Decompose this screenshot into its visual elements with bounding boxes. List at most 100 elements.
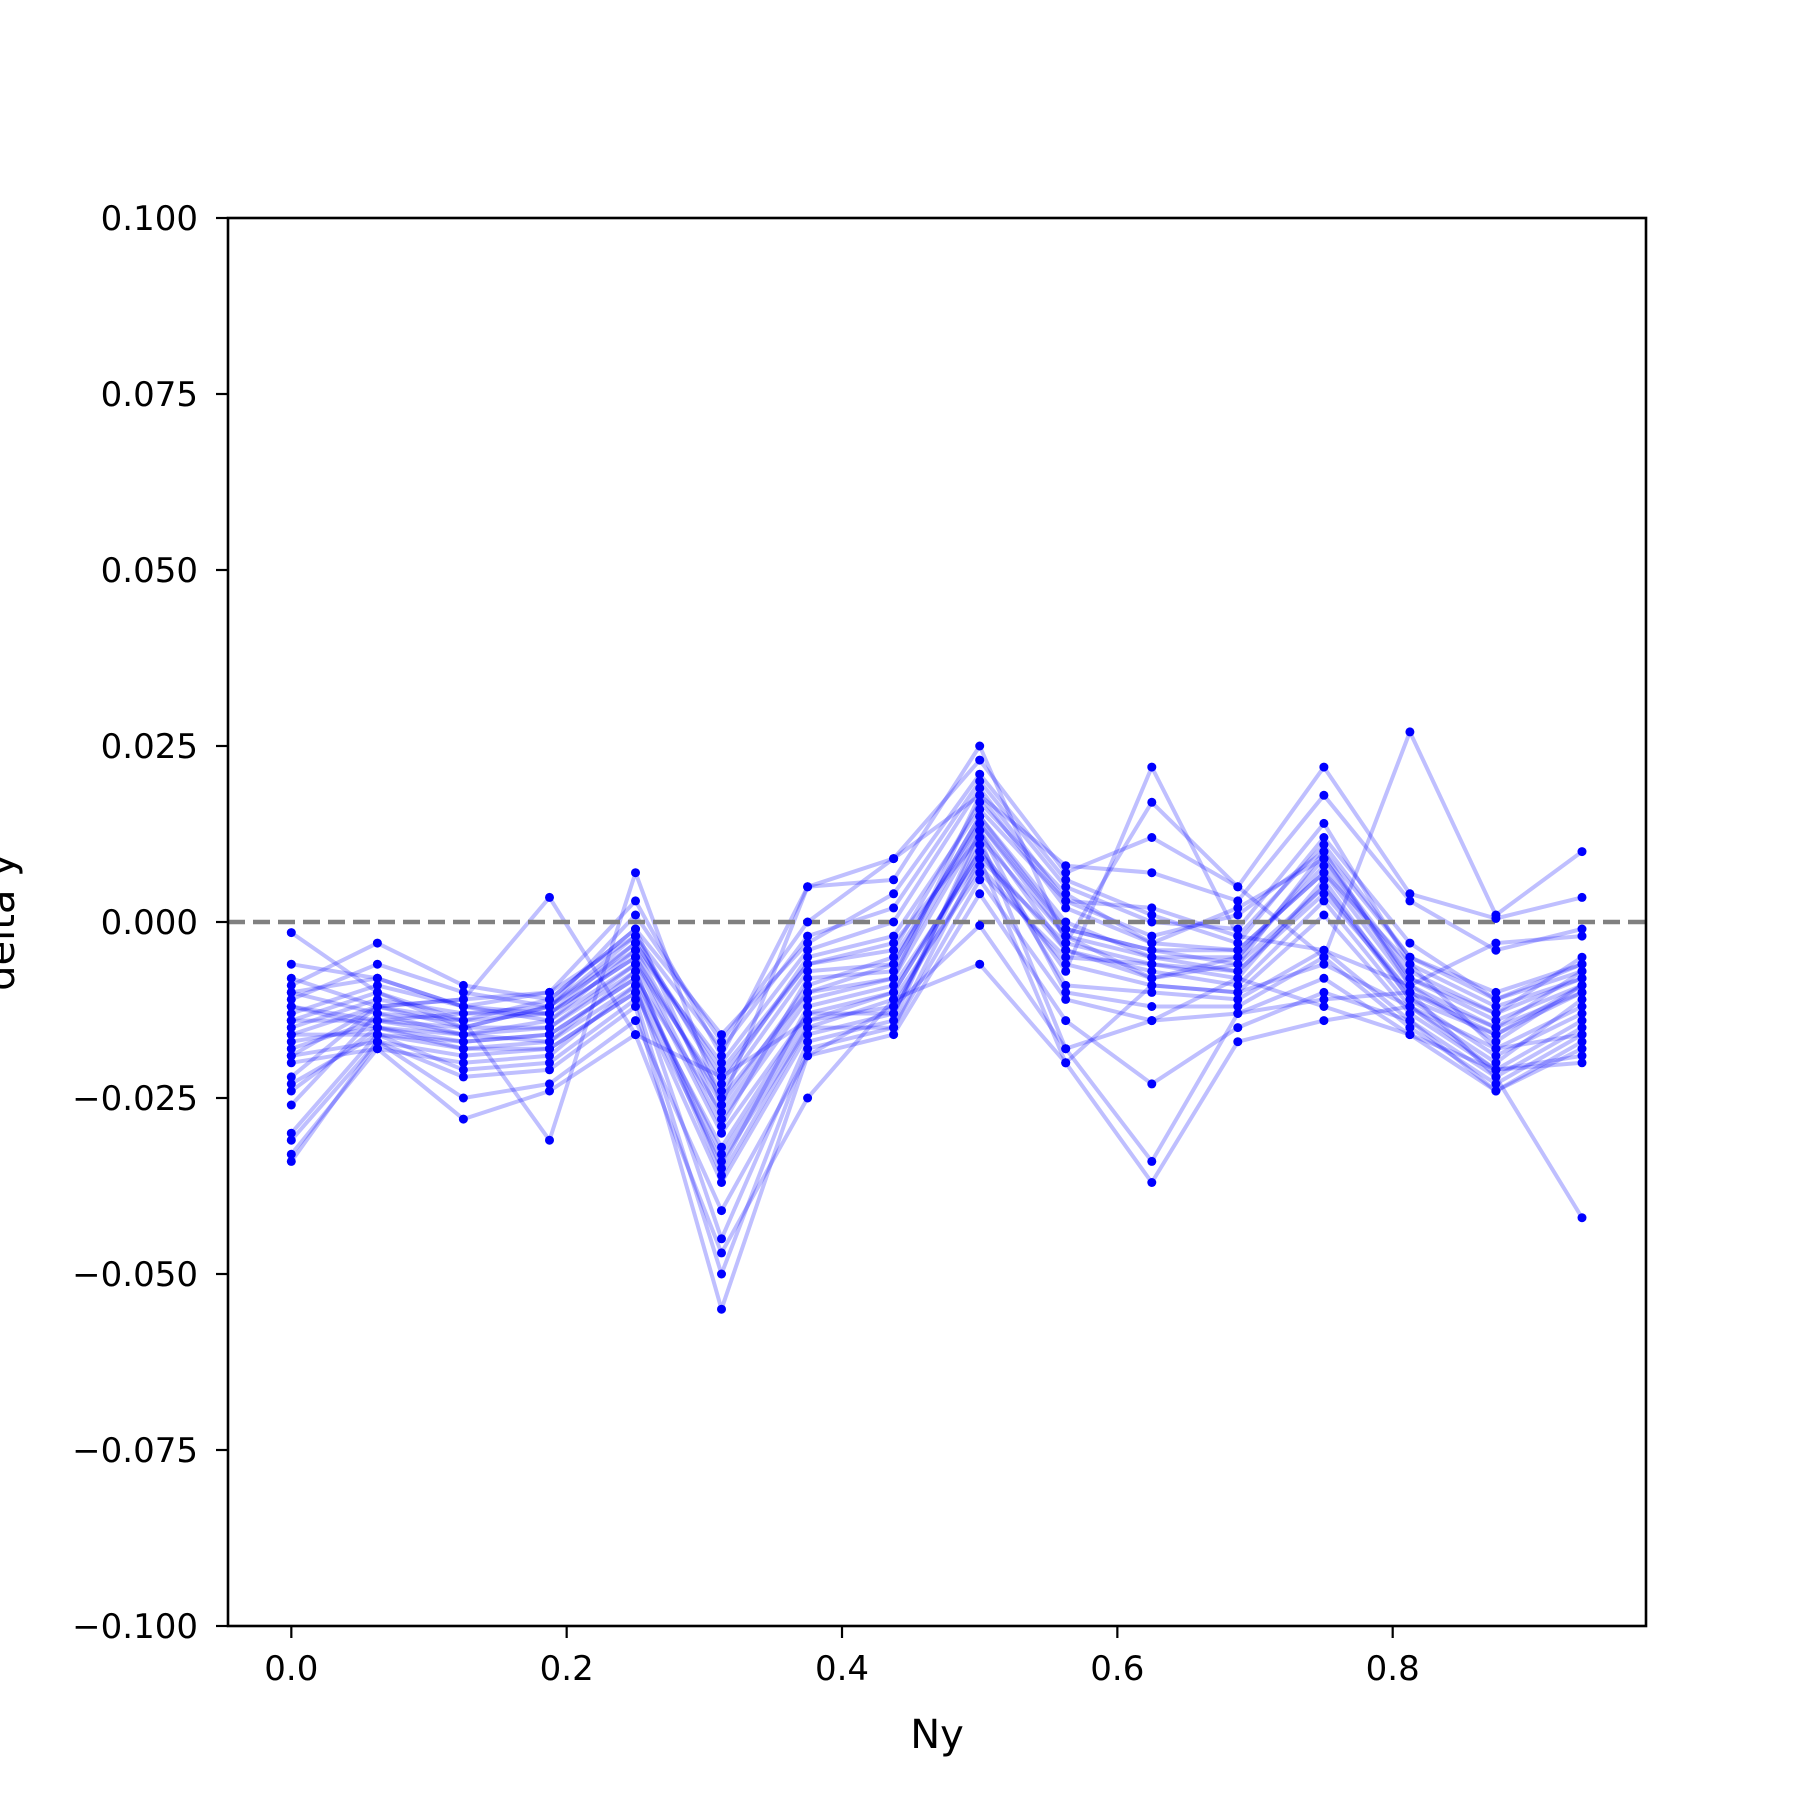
data-point bbox=[975, 826, 985, 835]
data-point bbox=[1319, 818, 1329, 828]
data-point bbox=[1577, 966, 1587, 976]
data-point bbox=[631, 987, 640, 997]
data-point bbox=[631, 945, 640, 955]
data-point bbox=[975, 889, 985, 899]
data-point bbox=[1061, 966, 1071, 976]
data-point bbox=[1405, 987, 1415, 997]
data-point bbox=[1319, 987, 1329, 997]
data-point bbox=[458, 1093, 468, 1103]
data-point bbox=[975, 875, 985, 885]
data-point bbox=[803, 1002, 813, 1011]
data-point bbox=[286, 959, 296, 969]
data-point bbox=[889, 959, 899, 969]
data-point bbox=[1061, 917, 1071, 927]
data-point bbox=[975, 854, 985, 864]
data-point bbox=[545, 1051, 554, 1061]
data-point bbox=[1491, 987, 1501, 997]
data-point bbox=[545, 1009, 554, 1018]
data-point bbox=[717, 1178, 726, 1187]
y-tick-label: 0.000 bbox=[101, 903, 198, 943]
data-point bbox=[717, 1093, 726, 1103]
data-point bbox=[1147, 959, 1157, 969]
data-point bbox=[1319, 833, 1329, 842]
data-point bbox=[803, 1016, 813, 1026]
data-point bbox=[286, 1156, 296, 1166]
data-point bbox=[458, 980, 468, 990]
data-point bbox=[1319, 994, 1329, 1004]
data-point bbox=[1061, 994, 1071, 1004]
data-point bbox=[803, 1037, 813, 1047]
data-point bbox=[889, 973, 899, 983]
series-line-25 bbox=[290, 758, 1583, 1058]
data-point bbox=[631, 938, 640, 948]
data-point bbox=[1577, 1213, 1587, 1223]
data-point bbox=[803, 917, 813, 927]
data-point bbox=[372, 1002, 382, 1011]
data-point bbox=[1147, 917, 1157, 927]
data-point bbox=[889, 854, 899, 864]
data-point bbox=[286, 987, 296, 997]
data-point bbox=[631, 1002, 640, 1011]
series-line-3 bbox=[290, 793, 1583, 1122]
data-point bbox=[889, 931, 899, 941]
data-point bbox=[1577, 892, 1587, 902]
data-point bbox=[889, 1030, 899, 1040]
data-point bbox=[286, 1051, 296, 1061]
data-point bbox=[1577, 1044, 1587, 1054]
data-point bbox=[372, 1030, 382, 1040]
data-point bbox=[545, 1058, 554, 1068]
data-point bbox=[1147, 938, 1157, 948]
data-point bbox=[1147, 973, 1157, 983]
data-point bbox=[803, 1009, 813, 1018]
data-point bbox=[889, 917, 899, 927]
data-point bbox=[631, 952, 640, 962]
data-point bbox=[889, 966, 899, 976]
data-point bbox=[889, 1002, 899, 1011]
data-point bbox=[372, 1023, 382, 1033]
data-point bbox=[1577, 994, 1587, 1004]
data-point bbox=[1061, 931, 1071, 941]
data-point bbox=[372, 959, 382, 969]
data-point bbox=[889, 1016, 899, 1026]
data-point bbox=[545, 1065, 554, 1075]
series-line-9 bbox=[290, 828, 1583, 1241]
data-point bbox=[1319, 896, 1329, 906]
data-point bbox=[458, 1037, 468, 1047]
data-point bbox=[1319, 973, 1329, 983]
data-point bbox=[803, 882, 813, 892]
data-point bbox=[286, 1135, 296, 1145]
data-point bbox=[1491, 1079, 1501, 1089]
data-point bbox=[1233, 1023, 1243, 1033]
series-line-13 bbox=[289, 877, 1583, 1276]
data-point bbox=[1061, 1016, 1071, 1026]
x-tick-label: 0.8 bbox=[1366, 1649, 1420, 1689]
data-point bbox=[1061, 875, 1071, 885]
data-point bbox=[1577, 1002, 1587, 1011]
data-point bbox=[889, 875, 899, 885]
y-tick-label: −0.050 bbox=[72, 1255, 198, 1295]
data-point bbox=[803, 980, 813, 990]
data-point bbox=[1233, 959, 1243, 969]
data-point bbox=[975, 868, 985, 878]
data-point bbox=[1233, 1009, 1243, 1018]
data-point bbox=[631, 924, 640, 934]
data-point bbox=[1405, 994, 1415, 1004]
data-point bbox=[631, 966, 640, 976]
data-point bbox=[286, 1058, 296, 1068]
data-point bbox=[1147, 797, 1157, 807]
data-point bbox=[975, 833, 985, 842]
data-point bbox=[1233, 994, 1243, 1004]
data-point bbox=[1319, 889, 1329, 899]
data-point bbox=[1233, 987, 1243, 997]
data-point bbox=[1405, 938, 1415, 948]
data-point bbox=[1319, 790, 1329, 800]
data-point bbox=[803, 973, 813, 983]
data-point bbox=[458, 987, 468, 997]
series-line-6 bbox=[291, 821, 1584, 1107]
data-point bbox=[1147, 868, 1157, 878]
data-point bbox=[458, 1044, 468, 1054]
data-point bbox=[545, 1135, 554, 1145]
data-point bbox=[1491, 1086, 1501, 1096]
data-point bbox=[717, 1156, 726, 1166]
